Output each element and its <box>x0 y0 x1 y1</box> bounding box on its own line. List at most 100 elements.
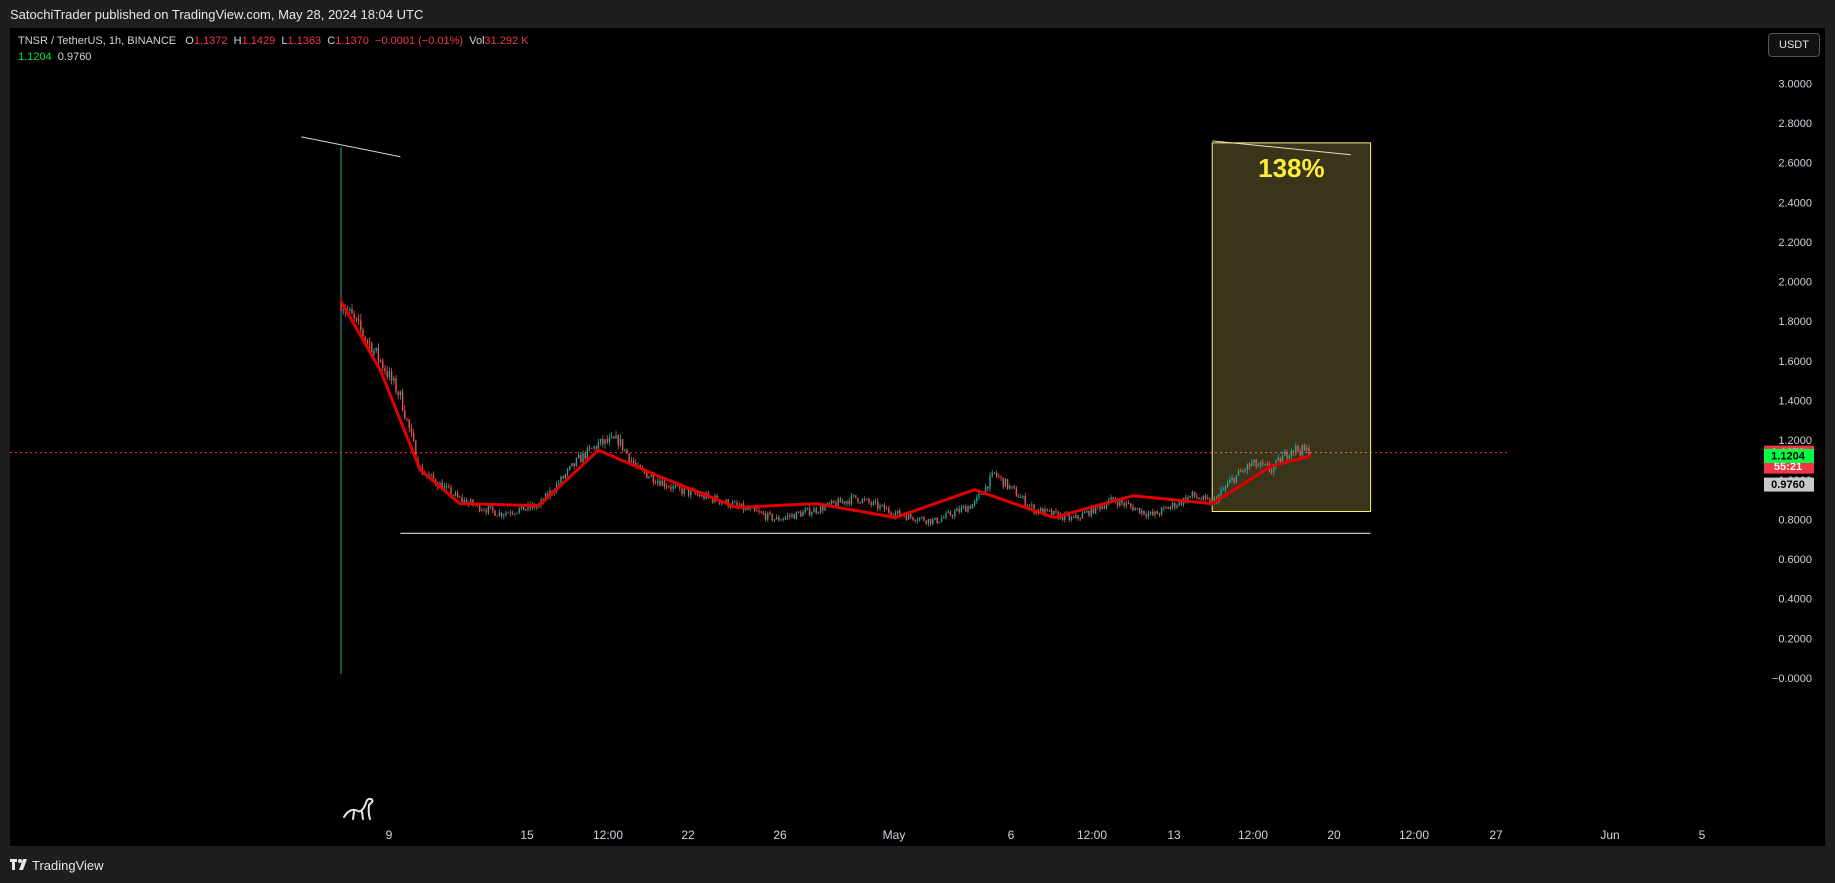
candle-body <box>399 391 402 396</box>
candle-body <box>1006 479 1009 489</box>
candle-body <box>606 439 608 443</box>
candle-body <box>800 512 802 517</box>
candle-body <box>1055 510 1057 513</box>
chart-area[interactable]: 138% 3.0000 2.8000 2.6000 2.4000 2.2000 2.000… <box>10 28 1825 846</box>
candle-body <box>1134 508 1136 511</box>
candle-body <box>1233 477 1235 483</box>
candle-body <box>910 513 912 518</box>
candle-body <box>811 512 813 516</box>
x-tick-label: 12:00 <box>1399 828 1429 842</box>
candle-body <box>1242 470 1244 472</box>
candle-body <box>584 453 586 459</box>
candle-body <box>998 476 1000 477</box>
candle-body <box>1178 500 1180 506</box>
candle-body <box>459 496 461 498</box>
resistance-line-1 <box>301 136 401 158</box>
candle-body <box>617 435 619 446</box>
price-chart[interactable]: 138% 3.0000 2.8000 2.6000 2.4000 2.2000 2.000… <box>10 28 1825 846</box>
currency-button[interactable]: USDT <box>1768 33 1820 57</box>
x-tick-label: 5 <box>1699 828 1706 842</box>
candle-body <box>1116 501 1119 506</box>
candle-body <box>833 500 835 503</box>
candle-body <box>362 329 364 337</box>
candle-body <box>415 440 417 460</box>
symbol-label[interactable]: TNSR / TetherUS, 1h, BINANCE <box>18 35 177 47</box>
candle-body <box>973 501 976 505</box>
candle-body <box>1248 464 1251 467</box>
candle-body <box>1011 486 1013 487</box>
candle-body <box>632 460 635 464</box>
candle-body <box>844 501 846 504</box>
candle-body <box>780 519 782 521</box>
candle-body <box>461 497 463 503</box>
candle-body <box>683 488 685 494</box>
candle-body <box>760 511 762 513</box>
candle-body <box>808 507 811 516</box>
candle-body <box>663 480 666 487</box>
candle-body <box>872 501 875 505</box>
y-tick-label: 1.6000 <box>1778 356 1812 368</box>
candle-body <box>947 511 949 514</box>
candle-body <box>355 317 358 320</box>
open-label: O <box>185 35 194 47</box>
x-tick-label: 13 <box>1167 828 1181 842</box>
candle-body <box>1020 497 1022 498</box>
candle-body <box>470 499 472 503</box>
candle-body <box>1028 505 1031 507</box>
candle-body <box>382 360 384 369</box>
candle-body <box>564 474 567 479</box>
candle-body <box>749 508 751 510</box>
candle-body <box>815 508 817 513</box>
candle-body <box>571 463 573 467</box>
candle-body <box>1002 477 1004 487</box>
x-tick-label: May <box>883 828 906 842</box>
candle-body <box>758 511 760 513</box>
candle-body <box>1145 514 1147 517</box>
candle-body <box>1292 450 1295 452</box>
candle-body <box>500 512 503 517</box>
indicator-2-tag: 0.9760 <box>1771 479 1805 491</box>
candle-body <box>978 493 980 498</box>
candle-body <box>1253 459 1255 463</box>
candle-body <box>912 517 914 520</box>
candle-body <box>377 347 380 361</box>
candle-body <box>771 513 773 521</box>
x-tick-label: 6 <box>1008 828 1015 842</box>
candle-body <box>1174 502 1176 508</box>
candle-body <box>793 514 795 519</box>
candle-body <box>430 474 432 476</box>
candle-body <box>558 483 560 485</box>
candle-body <box>588 447 591 449</box>
candle-body <box>762 512 765 514</box>
candle-body <box>1070 517 1073 520</box>
candle-body <box>1086 510 1088 513</box>
candle-body <box>1200 499 1202 501</box>
candle-body <box>1165 507 1167 509</box>
candle-body <box>1189 496 1191 498</box>
candle-body <box>672 485 674 489</box>
candle-body <box>916 520 919 522</box>
candle-body <box>602 438 604 445</box>
candle-body <box>454 492 457 496</box>
candle-body <box>1072 517 1075 518</box>
candle-body <box>896 510 899 514</box>
candle-body <box>1279 457 1282 464</box>
candle-body <box>408 419 410 428</box>
candle-body <box>890 512 892 516</box>
candle-body <box>753 507 756 511</box>
candle-body <box>676 485 679 487</box>
candle-body <box>1075 515 1077 518</box>
candle-body <box>505 512 507 515</box>
indicator-1-tag: 1.1204 <box>1771 450 1806 462</box>
candle-body <box>1147 513 1150 517</box>
candle-body <box>599 438 602 443</box>
candle-body <box>690 490 692 496</box>
x-tick-label: 26 <box>773 828 787 842</box>
candle-body <box>573 463 575 467</box>
candle-body <box>1099 506 1101 510</box>
candle-body <box>1204 495 1207 498</box>
y-tick-label: 1.8000 <box>1778 316 1812 328</box>
candle-body <box>698 494 701 497</box>
candle-body <box>1207 497 1209 499</box>
candle-body <box>991 472 993 476</box>
